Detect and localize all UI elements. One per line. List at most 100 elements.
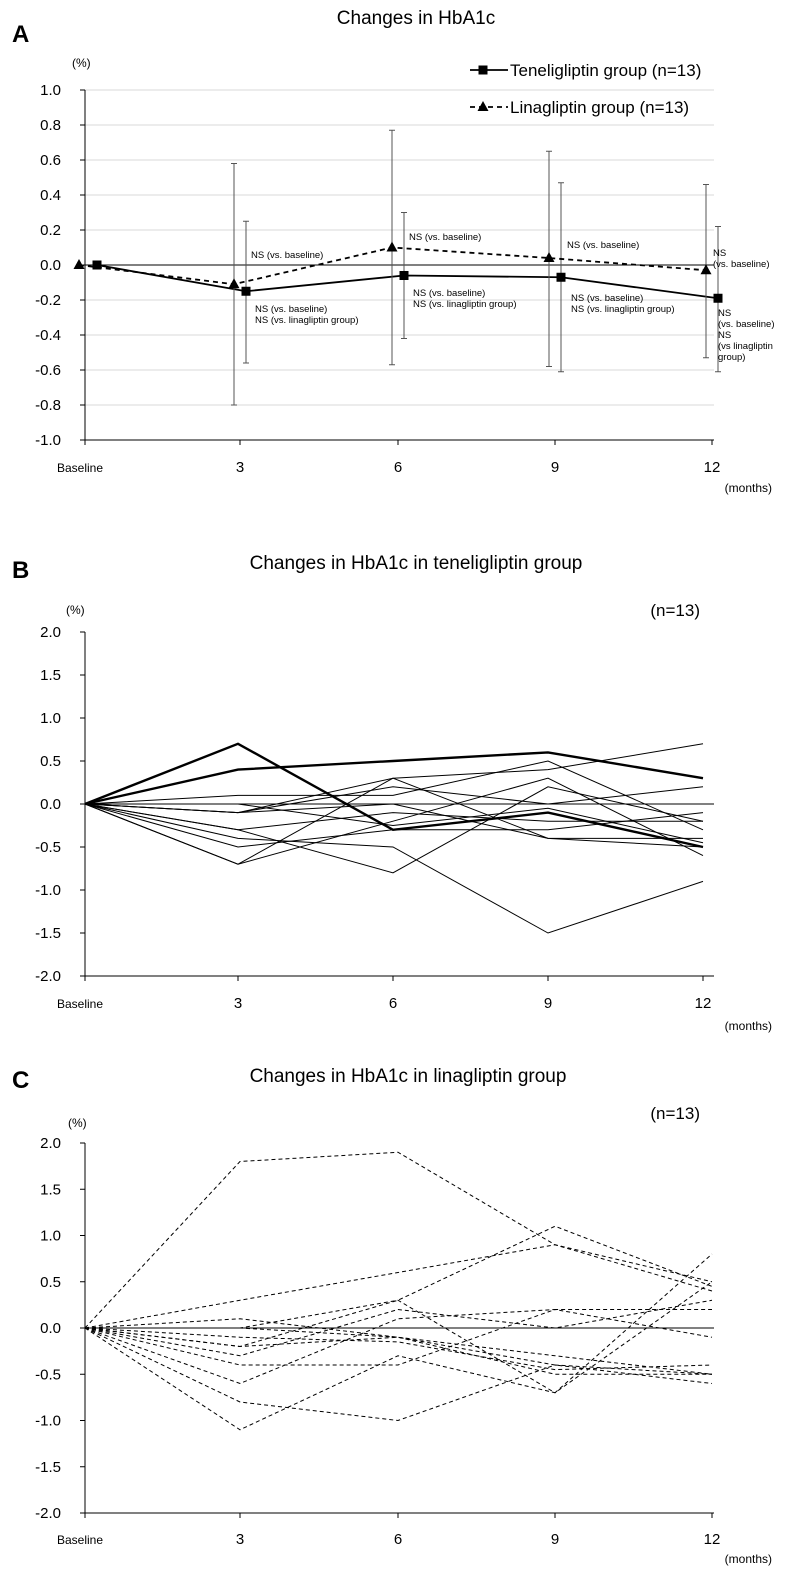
y-tick-label: 1.5 xyxy=(40,667,61,684)
x-tick-label: 6 xyxy=(394,459,402,476)
data-point xyxy=(92,260,102,270)
x-tick-label: 9 xyxy=(551,459,559,476)
series-line xyxy=(84,1299,713,1357)
x-unit-label: (months) xyxy=(725,481,772,495)
x-tick-label: 6 xyxy=(394,1531,402,1548)
series-line xyxy=(84,803,704,848)
series-line xyxy=(84,1309,712,1366)
y-tick-label: 2.0 xyxy=(40,624,61,641)
legend-label: Linagliptin group (n=13) xyxy=(510,98,689,117)
annotation-text: group) xyxy=(718,352,745,363)
y-tick-label: -0.5 xyxy=(35,839,61,856)
y-tick-label: -1.5 xyxy=(35,1459,61,1476)
series-line xyxy=(84,760,704,831)
y-tick-label: 2.0 xyxy=(40,1135,61,1152)
y-tick-label: 0.2 xyxy=(40,222,61,239)
x-tick-label: 12 xyxy=(695,995,712,1012)
series-line xyxy=(84,1327,712,1375)
annotation-text: NS (vs. baseline) xyxy=(571,293,643,304)
x-unit-label: (months) xyxy=(725,1552,772,1566)
panel-letter-B: B xyxy=(12,557,29,584)
data-point xyxy=(241,286,251,296)
y-tick-label: -2.0 xyxy=(35,1505,61,1522)
chart-title: Changes in HbA1c xyxy=(337,8,495,29)
y-unit-label: (%) xyxy=(72,56,91,70)
legend-label: Teneligliptin group (n=13) xyxy=(510,61,701,80)
x-tick-label: 12 xyxy=(704,1531,721,1548)
series-line xyxy=(84,1318,713,1375)
annotation-text: NS (vs. linagliptin group) xyxy=(571,304,675,315)
panel-letter-C: C xyxy=(12,1067,29,1094)
series-line xyxy=(84,1281,713,1431)
y-tick-label: 0.6 xyxy=(40,152,61,169)
x-tick-label: Baseline xyxy=(57,1533,103,1547)
series-line xyxy=(84,803,703,831)
legend-marker xyxy=(478,65,488,75)
data-point xyxy=(73,259,85,269)
y-tick-label: -0.5 xyxy=(35,1366,61,1383)
series-line xyxy=(84,1151,713,1329)
annotation-text: (vs linagliptin xyxy=(718,341,773,352)
y-tick-label: 0.0 xyxy=(40,796,61,813)
data-point xyxy=(556,272,566,282)
x-tick-label: 6 xyxy=(389,995,397,1012)
y-tick-label: 0.0 xyxy=(40,1320,61,1337)
y-unit-label: (%) xyxy=(68,1116,87,1130)
y-tick-label: -1.0 xyxy=(35,432,61,449)
series-line xyxy=(84,1327,713,1371)
annotation-text: (vs. baseline) xyxy=(718,319,775,330)
x-tick-label: 12 xyxy=(704,459,721,476)
data-point xyxy=(700,264,712,275)
series-line xyxy=(84,1327,713,1422)
series-line xyxy=(84,803,704,934)
y-tick-label: -2.0 xyxy=(35,968,61,985)
annotation-text: NS (vs. baseline) xyxy=(413,288,485,299)
annotation-text: NS xyxy=(713,248,726,259)
x-tick-label: 9 xyxy=(544,995,552,1012)
y-tick-label: 0.8 xyxy=(40,117,61,134)
y-tick-label: 1.0 xyxy=(40,1228,61,1245)
data-point xyxy=(386,241,398,252)
annotation-text: NS (vs. baseline) xyxy=(251,250,323,261)
y-tick-label: 1.0 xyxy=(40,82,61,99)
y-tick-label: -0.2 xyxy=(35,292,61,309)
annotation-text: NS xyxy=(718,308,731,319)
series-line xyxy=(84,803,704,848)
annotation-text: NS xyxy=(718,330,731,341)
y-tick-label: -1.0 xyxy=(35,882,61,899)
panel-letter-A: A xyxy=(12,21,29,48)
x-tick-label: Baseline xyxy=(57,461,103,475)
y-tick-label: 0.5 xyxy=(40,1274,61,1291)
annotation-text: NS (vs. linagliptin group) xyxy=(255,315,359,326)
x-tick-label: 3 xyxy=(236,459,244,476)
data-point xyxy=(228,278,240,289)
series-line xyxy=(84,1308,713,1385)
y-tick-label: 0.4 xyxy=(40,187,61,204)
x-tick-label: 3 xyxy=(236,1531,244,1548)
legend-marker xyxy=(477,101,489,111)
x-unit-label: (months) xyxy=(725,1019,772,1033)
annotation-text: NS (vs. baseline) xyxy=(567,240,639,251)
y-tick-label: -1.0 xyxy=(35,1413,61,1430)
n-label: (n=13) xyxy=(650,1104,700,1123)
annotation-text: NS (vs. baseline) xyxy=(409,232,481,243)
chart-title: Changes in HbA1c in teneligliptin group xyxy=(250,553,583,574)
chart-title: Changes in HbA1c in linagliptin group xyxy=(250,1066,567,1087)
y-tick-label: 1.0 xyxy=(40,710,61,727)
y-tick-label: -0.8 xyxy=(35,397,61,414)
x-tick-label: 9 xyxy=(551,1531,559,1548)
y-tick-label: -1.5 xyxy=(35,925,61,942)
series-line xyxy=(85,1253,713,1394)
x-tick-label: 3 xyxy=(234,995,242,1012)
series-line xyxy=(84,777,704,865)
y-tick-label: 0.5 xyxy=(40,753,61,770)
series-line xyxy=(84,1244,713,1329)
y-unit-label: (%) xyxy=(66,603,85,617)
y-tick-label: 0.0 xyxy=(40,257,61,274)
data-point xyxy=(713,293,723,303)
y-tick-label: 1.5 xyxy=(40,1181,61,1198)
series-line xyxy=(85,803,704,844)
n-label: (n=13) xyxy=(650,601,700,620)
annotation-text: NS (vs. linagliptin group) xyxy=(413,299,517,310)
